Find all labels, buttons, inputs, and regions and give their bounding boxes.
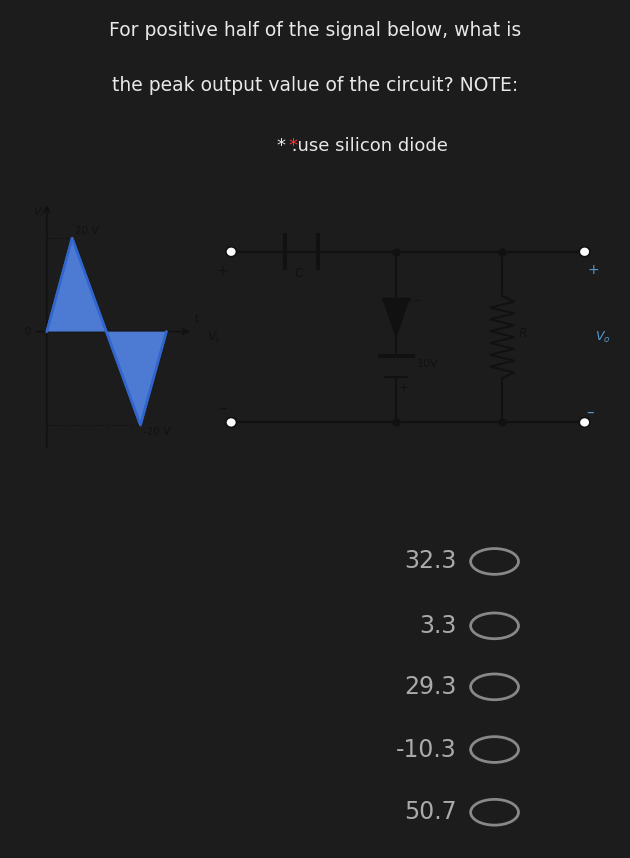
Text: -10.3: -10.3 <box>396 738 457 762</box>
Text: $V_o$: $V_o$ <box>595 329 610 345</box>
Text: *: * <box>289 137 297 154</box>
Text: +: + <box>588 263 599 277</box>
Text: For positive half of the signal below, what is: For positive half of the signal below, w… <box>109 21 521 40</box>
Text: C: C <box>295 267 303 280</box>
Text: 50.7: 50.7 <box>404 801 457 825</box>
Text: 3.3: 3.3 <box>420 613 457 637</box>
Polygon shape <box>383 299 409 337</box>
Circle shape <box>580 247 590 257</box>
Text: +: + <box>217 264 228 278</box>
Circle shape <box>226 418 236 427</box>
Text: 0: 0 <box>25 328 32 337</box>
Text: R: R <box>518 327 527 340</box>
Text: 32.3: 32.3 <box>404 549 457 573</box>
Text: –: – <box>218 399 227 417</box>
Circle shape <box>580 418 590 427</box>
Circle shape <box>226 247 236 257</box>
Text: * .use silicon diode: * .use silicon diode <box>277 137 448 154</box>
Text: $V_i$: $V_i$ <box>33 205 44 219</box>
Text: the peak output value of the circuit? NOTE:: the peak output value of the circuit? NO… <box>112 76 518 95</box>
Text: t: t <box>195 314 199 324</box>
Text: 10V: 10V <box>416 359 438 369</box>
Text: 20 V: 20 V <box>75 227 98 236</box>
Polygon shape <box>47 238 166 426</box>
Text: –: – <box>587 405 594 420</box>
Text: -20 V: -20 V <box>144 426 171 437</box>
Text: +: + <box>399 381 410 394</box>
Text: 29.3: 29.3 <box>404 675 457 699</box>
Text: $V_i$: $V_i$ <box>207 329 220 345</box>
Text: –: – <box>414 294 420 307</box>
